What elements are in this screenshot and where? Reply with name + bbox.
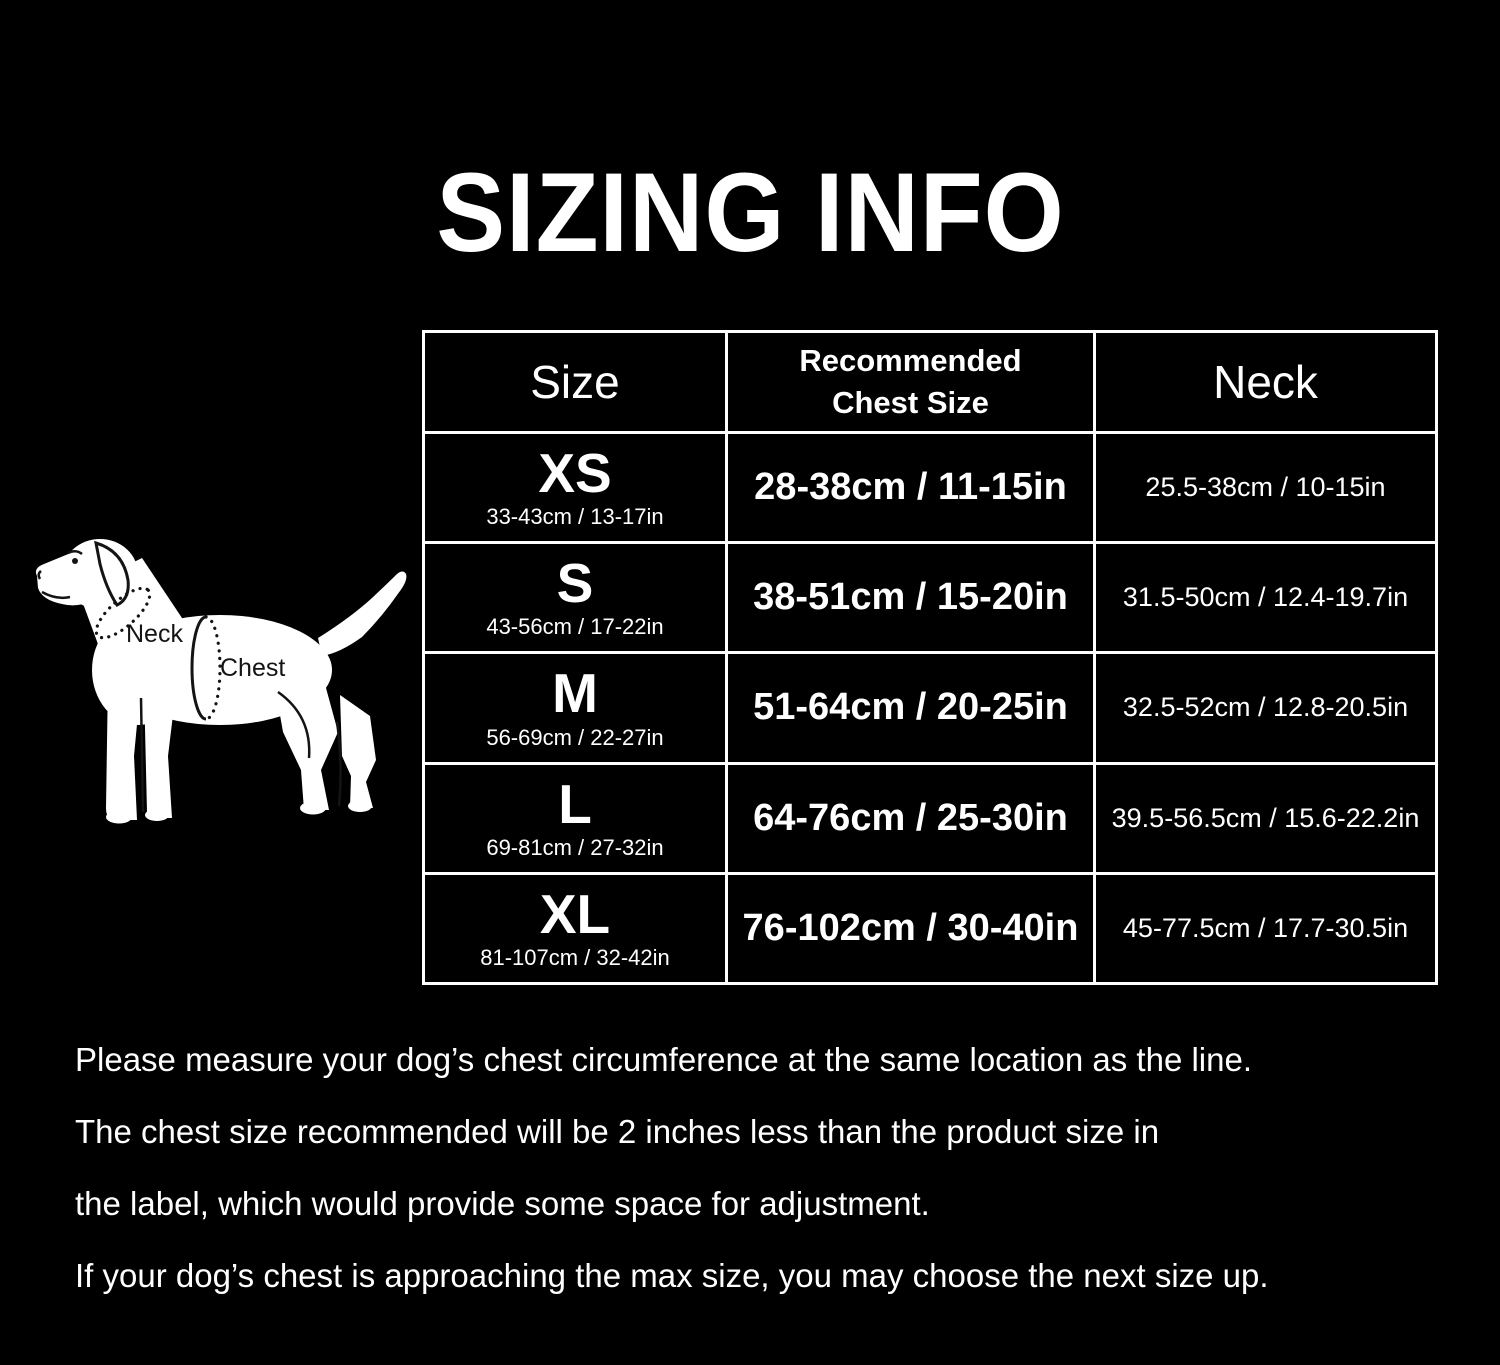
size-range: 43-56cm / 17-22in	[486, 614, 664, 640]
col-header-size-text: Size	[530, 356, 620, 408]
size-chart-table: Size Recommended Chest Size Neck XS 33-4…	[422, 330, 1438, 986]
dog-ear	[94, 540, 130, 607]
neck-cell: 45-77.5cm / 17.7-30.5in	[1093, 871, 1438, 986]
dog-nostril	[37, 570, 42, 580]
size-range: 81-107cm / 32-42in	[480, 944, 670, 970]
dog-muzzle	[35, 550, 94, 606]
size-range: 33-43cm / 13-17in	[486, 504, 664, 530]
dog-paw	[348, 800, 372, 812]
size-cell: XL 81-107cm / 32-42in	[422, 871, 728, 986]
chest-cell: 64-76cm / 25-30in	[725, 761, 1096, 875]
dog-silhouette	[35, 539, 407, 824]
chest-cell: 76-102cm / 30-40in	[725, 871, 1096, 986]
table-row-xl: XL 81-107cm / 32-42in 76-102cm / 30-40in…	[422, 871, 1438, 986]
size-letter: XS	[538, 442, 612, 505]
size-letter: L	[558, 772, 592, 835]
measurement-notes: Please measure your dog’s chest circumfe…	[75, 1040, 1475, 1328]
neck-cell: 39.5-56.5cm / 15.6-22.2in	[1093, 761, 1438, 875]
dog-eyebrow	[67, 550, 83, 556]
neck-cell: 32.5-52cm / 12.8-20.5in	[1093, 651, 1438, 765]
table-row-s: S 43-56cm / 17-22in 38-51cm / 15-20in 31…	[422, 541, 1438, 655]
dog-front-leg-separator	[139, 697, 145, 813]
chest-cell: 38-51cm / 15-20in	[725, 541, 1096, 655]
size-cell: M 56-69cm / 22-27in	[422, 651, 728, 765]
col-header-chest: Recommended Chest Size	[725, 330, 1096, 434]
size-letter: S	[556, 552, 594, 615]
table-row-xs: XS 33-43cm / 13-17in 28-38cm / 11-15in 2…	[422, 430, 1438, 545]
neck-label: Neck	[126, 620, 183, 648]
header-row: Size Recommended Chest Size Neck	[422, 330, 1438, 434]
dog-hind-leg-far	[340, 695, 376, 808]
page-title: SIZING INFO	[436, 150, 1065, 276]
dog-paw	[145, 809, 169, 821]
note-line-4: If your dog’s chest is approaching the m…	[75, 1257, 1269, 1294]
table-row-m: M 56-69cm / 22-27in 51-64cm / 20-25in 32…	[422, 651, 1438, 765]
chest-label: Chest	[220, 654, 285, 682]
note-line-1: Please measure your dog’s chest circumfe…	[75, 1041, 1253, 1078]
size-cell: XS 33-43cm / 13-17in	[422, 430, 728, 545]
note-line-3: the label, which would provide some spac…	[75, 1185, 930, 1222]
size-cell: L 69-81cm / 27-32in	[422, 761, 728, 875]
neck-cell: 31.5-50cm / 12.4-19.7in	[1093, 541, 1438, 655]
table-row-l: L 69-81cm / 27-32in 64-76cm / 25-30in 39…	[422, 761, 1438, 875]
dog-tail	[318, 571, 407, 656]
dog-paw	[300, 801, 326, 815]
col-header-neck: Neck	[1093, 330, 1438, 434]
dog-paw	[106, 810, 132, 824]
neck-measure-dotted-line	[94, 586, 152, 640]
col-header-chest-text: Recommended Chest Size	[799, 343, 1022, 420]
dog-measurement-diagram: Neck Chest	[35, 539, 407, 824]
size-range: 69-81cm / 27-32in	[486, 834, 664, 860]
dog-hind-leg-separator	[335, 721, 342, 807]
size-letter: XL	[539, 882, 611, 945]
dog-hind-leg-near	[272, 670, 338, 810]
note-line-2: The chest size recommended will be 2 inc…	[75, 1113, 1160, 1150]
size-range: 56-69cm / 22-27in	[486, 724, 664, 750]
size-cell: S 43-56cm / 17-22in	[422, 541, 728, 655]
col-header-neck-text: Neck	[1213, 356, 1318, 408]
col-header-size: Size	[422, 330, 728, 434]
chest-cell: 28-38cm / 11-15in	[725, 430, 1096, 545]
dog-mouth-line	[41, 590, 71, 600]
neck-cell: 25.5-38cm / 10-15in	[1093, 430, 1438, 545]
chest-cell: 51-64cm / 20-25in	[725, 651, 1096, 765]
dog-thigh-line	[277, 690, 311, 759]
dog-eye	[72, 558, 78, 564]
chest-measure-dotted-line	[204, 615, 222, 721]
size-letter: M	[552, 662, 598, 725]
chest-measure-solid-line	[190, 615, 207, 721]
